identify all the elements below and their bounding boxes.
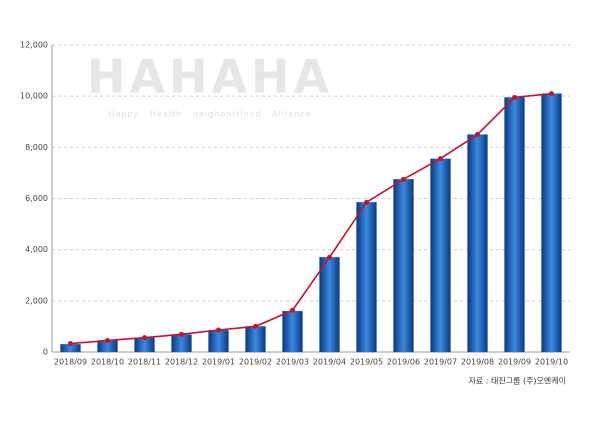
x-tick-label: 2019/09	[498, 358, 531, 367]
x-tick-label: 2019/05	[350, 358, 383, 367]
bar	[393, 179, 414, 353]
point	[549, 91, 554, 97]
bar	[208, 330, 229, 353]
point	[327, 254, 332, 260]
bar	[467, 134, 488, 353]
bar	[541, 93, 562, 353]
point	[142, 335, 147, 341]
x-tick-label: 2019/04	[313, 358, 346, 367]
bar	[245, 326, 266, 353]
line	[70, 92, 552, 345]
bar	[319, 257, 340, 353]
x-tick-label: 2018/11	[128, 358, 161, 367]
y-tick-label: 12,000	[20, 41, 48, 50]
y-tick-label: 6,000	[25, 194, 48, 203]
point	[438, 156, 443, 162]
y-tick-label: 4,000	[25, 245, 48, 254]
x-tick-label: 2019/10	[535, 358, 568, 367]
x-tick-label: 2019/07	[424, 358, 457, 367]
x-tick-label: 2018/09	[54, 358, 87, 367]
bar	[171, 334, 192, 353]
y-tick-label: 0	[43, 348, 48, 357]
watermark-subtitle: Happy · Health · neighborHood · Alliance	[109, 110, 312, 119]
point	[475, 132, 480, 138]
point	[401, 176, 406, 182]
point	[253, 323, 258, 329]
point	[364, 199, 369, 205]
point	[512, 94, 517, 100]
watermark: HAHAHA	[87, 50, 333, 104]
x-tick-label: 2019/02	[239, 358, 272, 367]
point	[105, 337, 110, 343]
y-tick-label: 10,000	[20, 92, 48, 101]
bar	[504, 97, 525, 353]
bar	[356, 202, 377, 353]
point	[290, 307, 295, 313]
x-tick-label: 2018/12	[165, 358, 198, 367]
bar	[282, 310, 303, 353]
x-tick-label: 2018/10	[91, 358, 124, 367]
x-tick-label: 2019/08	[461, 358, 494, 367]
point	[216, 327, 221, 333]
x-tick-label: 2019/01	[202, 358, 235, 367]
bar	[430, 158, 451, 353]
y-tick-label: 2,000	[25, 296, 48, 305]
y-tick-label: 8,000	[25, 143, 48, 152]
point	[68, 341, 73, 347]
x-tick-label: 2019/03	[276, 358, 309, 367]
source: 자료 : 태진그룹 (주)오엔케이	[468, 376, 566, 386]
point	[179, 331, 184, 337]
x-tick-label: 2019/06	[387, 358, 420, 367]
